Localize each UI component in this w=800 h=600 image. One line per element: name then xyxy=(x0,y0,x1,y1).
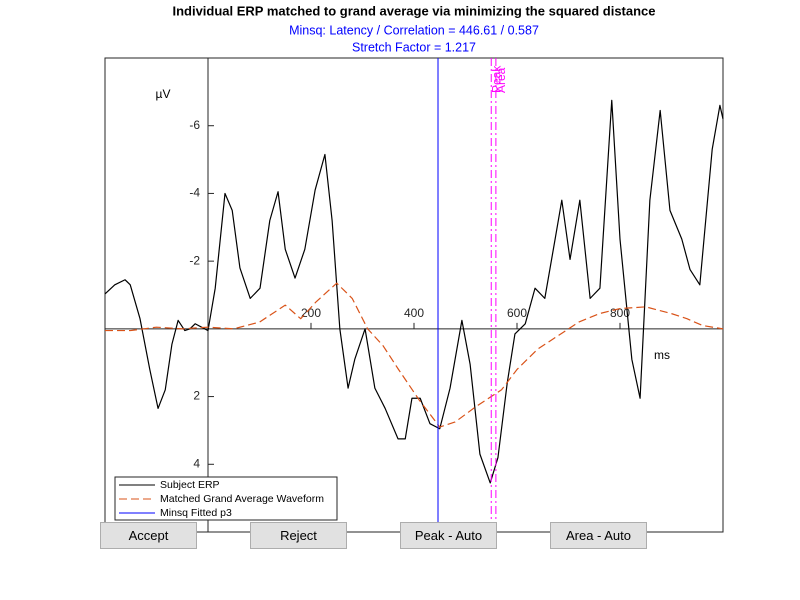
x-tick-label: 200 xyxy=(301,306,321,320)
y-tick-label: 2 xyxy=(193,389,200,403)
y-tick-label: -6 xyxy=(189,118,200,132)
series-line xyxy=(105,282,724,428)
chart-title: Individual ERP matched to grand average … xyxy=(172,3,655,18)
x-tick-label: 600 xyxy=(507,306,527,320)
y-tick-label: 4 xyxy=(193,456,200,470)
subtitle: Stretch Factor = 1.217 xyxy=(352,40,476,54)
subtitle: Minsq: Latency / Correlation = 446.61 / … xyxy=(289,23,539,37)
y-tick-label: -4 xyxy=(189,186,200,200)
peak-button[interactable]: Peak - Auto xyxy=(400,522,497,549)
legend-label: Minsq Fitted p3 xyxy=(160,507,232,519)
legend-label: Matched Grand Average Waveform xyxy=(160,493,324,505)
legend-label: Subject ERP xyxy=(160,479,220,491)
marker-label: Peak xyxy=(489,65,503,93)
x-tick-label: 400 xyxy=(404,306,424,320)
x-axis-label: ms xyxy=(654,348,670,362)
y-tick-label: -2 xyxy=(189,253,200,267)
series-line xyxy=(104,99,724,484)
accept-button[interactable]: Accept xyxy=(100,522,197,549)
y-axis-label: µV xyxy=(156,87,171,101)
marker-label: Area xyxy=(494,67,508,93)
reject-button[interactable]: Reject xyxy=(250,522,347,549)
area-button[interactable]: Area - Auto xyxy=(550,522,647,549)
